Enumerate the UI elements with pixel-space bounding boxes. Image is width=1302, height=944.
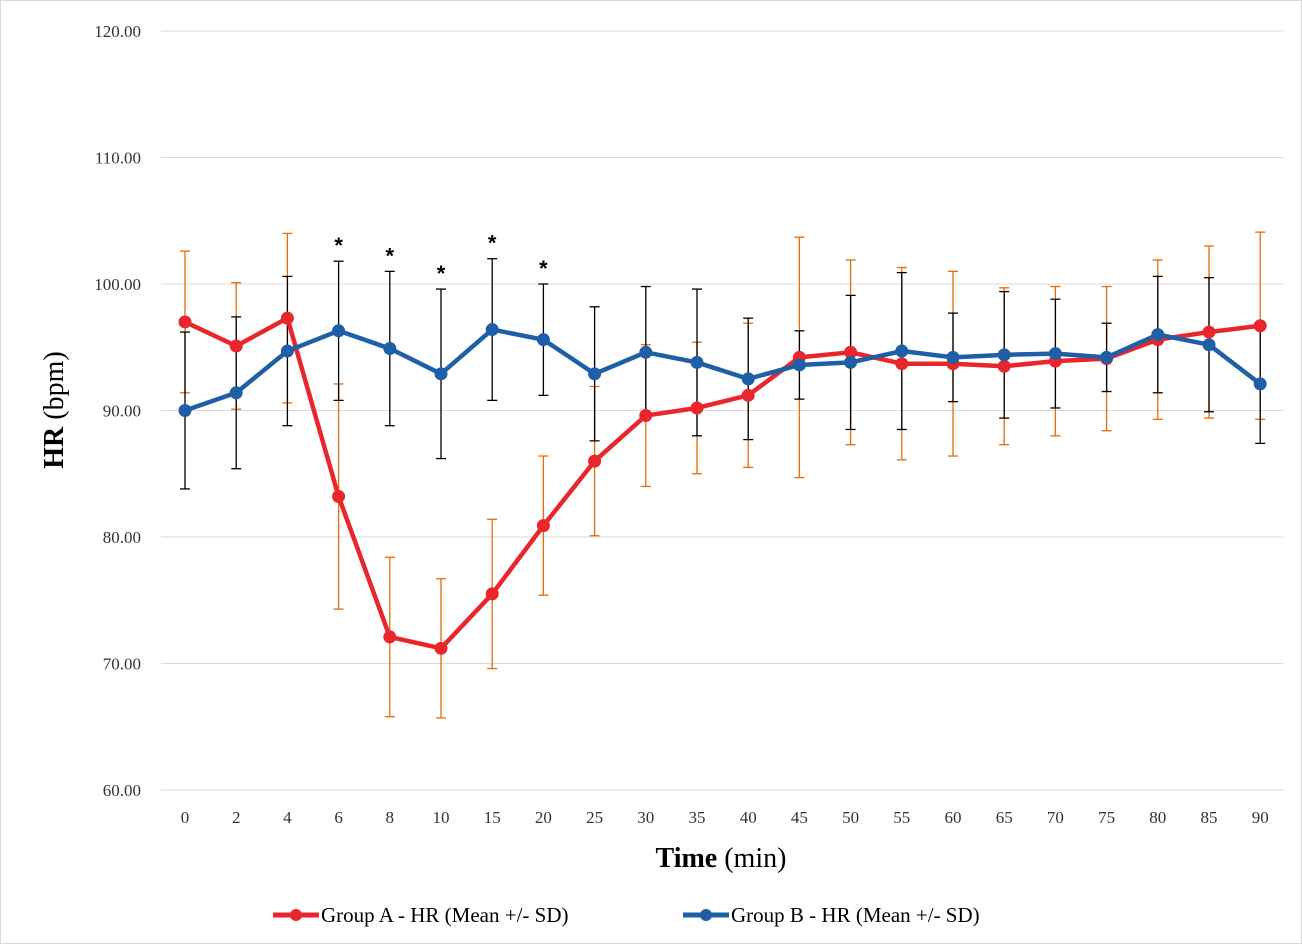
data-point-group-a	[485, 587, 499, 601]
data-point-group-b	[741, 372, 755, 386]
data-point-group-a	[588, 454, 602, 468]
x-tick-label: 25	[586, 808, 603, 827]
data-point-group-b	[997, 348, 1011, 362]
data-point-group-b	[895, 344, 909, 358]
x-tick-label: 75	[1098, 808, 1115, 827]
data-point-group-b	[178, 404, 192, 417]
x-tick-label: 4	[283, 808, 292, 827]
x-tick-label: 2	[232, 808, 241, 827]
data-point-group-a	[434, 641, 448, 655]
data-point-group-b	[1100, 350, 1114, 364]
data-point-group-b	[588, 367, 602, 381]
x-tick-label: 10	[433, 808, 450, 827]
y-tick-label: 60.00	[103, 781, 141, 800]
data-point-group-b	[946, 350, 960, 364]
x-axis-title-main: Time	[656, 843, 718, 874]
data-point-group-b	[383, 342, 397, 356]
x-tick-label: 30	[637, 808, 654, 827]
y-tick-label: 90.00	[103, 402, 141, 421]
x-tick-label: 50	[842, 808, 859, 827]
data-point-group-b	[229, 386, 243, 400]
data-point-group-b	[332, 324, 346, 338]
significance-markers: * * * * *	[334, 231, 548, 286]
x-axis-title-unit: (min)	[717, 843, 786, 874]
significance-star: *	[437, 261, 446, 286]
y-tick-label: 120.00	[94, 22, 141, 41]
x-tick-label: 65	[996, 808, 1013, 827]
legend-marker-group-b	[700, 909, 712, 921]
y-axis-title-unit: (bpm)	[39, 351, 70, 426]
data-point-group-b	[1202, 338, 1216, 352]
data-point-group-a	[1253, 319, 1267, 333]
x-tick-label: 6	[334, 808, 343, 827]
significance-star: *	[539, 256, 548, 281]
y-axis-title: HR (bpm)	[39, 351, 70, 468]
x-tick-label: 90	[1252, 808, 1269, 827]
data-point-group-a	[383, 630, 397, 644]
y-tick-label: 70.00	[103, 655, 141, 674]
x-tick-label: 70	[1047, 808, 1064, 827]
x-tick-label: 8	[386, 808, 395, 827]
x-tick-label: 45	[791, 808, 808, 827]
y-axis-title-main: HR	[39, 426, 70, 469]
data-point-group-a	[895, 357, 909, 371]
data-point-group-a	[178, 315, 192, 329]
y-axis-ticks: 60.00 70.00 80.00 90.00 100.00 110.00 120.00	[94, 22, 141, 800]
y-tick-label: 80.00	[103, 528, 141, 547]
legend: Group A - HR (Mean +/- SD) Group B - HR …	[273, 903, 980, 927]
data-point-group-a	[536, 519, 550, 533]
data-point-group-b	[844, 355, 858, 369]
series-lines	[178, 311, 1267, 655]
x-tick-label: 20	[535, 808, 552, 827]
data-point-group-a	[229, 339, 243, 353]
data-point-group-b	[690, 355, 704, 369]
significance-star: *	[386, 243, 395, 268]
significance-star: *	[334, 233, 343, 258]
data-point-group-b	[1253, 377, 1267, 391]
x-axis-title: Time (min)	[656, 843, 787, 874]
x-tick-label: 80	[1149, 808, 1166, 827]
legend-item-group-b[interactable]: Group B - HR (Mean +/- SD)	[683, 903, 980, 927]
data-point-group-a	[639, 409, 653, 423]
error-bars	[180, 231, 1266, 719]
data-point-group-a	[280, 311, 294, 325]
data-point-group-b	[485, 323, 499, 337]
x-tick-label: 35	[689, 808, 706, 827]
data-point-group-b	[792, 358, 806, 372]
x-tick-label: 40	[740, 808, 757, 827]
data-point-group-b	[639, 345, 653, 359]
legend-marker-group-a	[290, 909, 302, 921]
data-point-group-b	[536, 333, 550, 347]
x-tick-label: 85	[1201, 808, 1218, 827]
legend-item-group-a[interactable]: Group A - HR (Mean +/- SD)	[273, 903, 569, 927]
x-tick-label: 55	[893, 808, 910, 827]
x-tick-label: 60	[945, 808, 962, 827]
data-point-group-a	[332, 490, 346, 504]
data-point-group-a	[1202, 325, 1216, 339]
grid-lines	[161, 30, 1283, 791]
significance-star: *	[488, 231, 497, 256]
x-axis-ticks: 0 2 4 6 8 10 15 20 25 30 35 40 45 50 55 60 65 70 75 80 85 90	[181, 808, 1269, 827]
x-tick-label: 15	[484, 808, 501, 827]
series-line-group-b	[184, 327, 1262, 413]
data-point-group-b	[280, 344, 294, 358]
x-tick-label: 0	[181, 808, 190, 827]
data-point-group-a	[741, 388, 755, 402]
legend-label-group-b: Group B - HR (Mean +/- SD)	[731, 903, 980, 927]
series-line-group-a	[184, 315, 1261, 651]
data-point-group-b	[1151, 328, 1165, 342]
data-point-group-b	[1048, 347, 1062, 361]
y-tick-label: 100.00	[94, 275, 141, 294]
y-tick-label: 110.00	[95, 149, 141, 168]
data-point-group-b	[434, 367, 448, 381]
data-point-group-a	[997, 359, 1011, 373]
data-point-group-a	[690, 401, 704, 415]
legend-label-group-a: Group A - HR (Mean +/- SD)	[321, 903, 569, 927]
